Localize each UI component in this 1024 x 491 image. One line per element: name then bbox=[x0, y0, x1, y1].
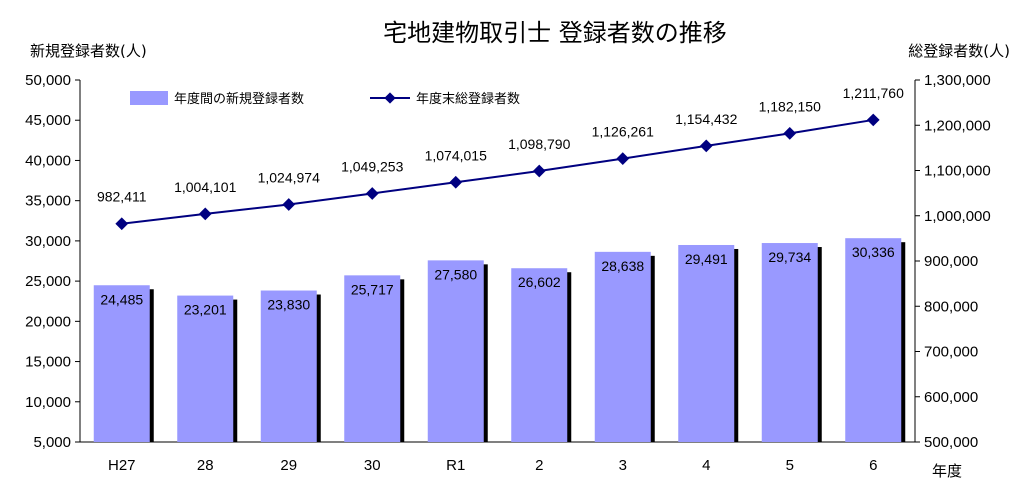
line-series: 982,411 1,004,101 1,024,974 1,049,253 1,074,… bbox=[97, 85, 904, 231]
left-tick-label: 10,000 bbox=[25, 394, 71, 411]
bar-value-label: 29,734 bbox=[768, 249, 811, 265]
line-value-label: 1,004,101 bbox=[174, 179, 236, 195]
legend-line-label: 年度末総登録者数 bbox=[416, 91, 520, 107]
line-point bbox=[532, 164, 546, 178]
line-point bbox=[365, 187, 379, 200]
bar bbox=[594, 251, 651, 442]
line-value-label: 1,098,790 bbox=[508, 136, 570, 152]
line-point bbox=[449, 175, 463, 189]
line-value-label: 1,211,760 bbox=[843, 85, 904, 101]
line-point bbox=[115, 217, 129, 231]
left-tick-label: 35,000 bbox=[25, 193, 71, 210]
line-point bbox=[198, 207, 212, 221]
bar bbox=[761, 243, 818, 442]
x-tick-label: 28 bbox=[197, 457, 214, 474]
right-tick-label: 500,000 bbox=[924, 434, 978, 451]
axes: 5,000 10,000 15,000 20,000 25,000 30,000 35,00… bbox=[25, 72, 991, 474]
bar bbox=[93, 285, 150, 442]
bar-value-label: 30,336 bbox=[852, 244, 895, 260]
left-axis-title: 新規登録者数(人) bbox=[30, 42, 147, 60]
x-axis-title: 年度 bbox=[932, 462, 962, 480]
right-tick-label: 900,000 bbox=[924, 253, 978, 270]
right-tick-label: 1,100,000 bbox=[924, 163, 991, 180]
line-point bbox=[282, 198, 296, 211]
bar-value-label: 26,602 bbox=[518, 274, 561, 290]
bar bbox=[678, 244, 735, 442]
right-tick-label: 1,200,000 bbox=[924, 117, 991, 134]
left-tick-label: 15,000 bbox=[25, 354, 71, 371]
right-tick-label: 600,000 bbox=[924, 389, 978, 406]
bar bbox=[344, 275, 401, 442]
bar-series: 24,485 23,201 23,830 25,717 27,580 26,602 28,6… bbox=[93, 238, 906, 442]
x-tick-label: R1 bbox=[446, 457, 465, 474]
line-value-label: 1,074,015 bbox=[425, 147, 487, 163]
right-tick-label: 1,000,000 bbox=[924, 208, 991, 225]
bar-value-label: 29,491 bbox=[685, 251, 728, 267]
left-tick-label: 25,000 bbox=[25, 273, 71, 290]
bar-value-label: 28,638 bbox=[601, 258, 644, 274]
left-tick-label: 20,000 bbox=[25, 313, 71, 330]
left-tick-label: 50,000 bbox=[25, 72, 71, 89]
line-value-label: 1,126,261 bbox=[592, 124, 654, 140]
legend: 年度間の新規登録者数 年度末総登録者数 bbox=[130, 91, 520, 107]
bar-value-label: 24,485 bbox=[100, 291, 143, 307]
line-point bbox=[783, 126, 797, 140]
left-tick-label: 5,000 bbox=[33, 434, 71, 451]
line-value-label: 1,154,432 bbox=[675, 111, 737, 127]
line-value-label: 982,411 bbox=[97, 189, 147, 205]
x-tick-label: 30 bbox=[364, 457, 381, 474]
bar bbox=[427, 260, 484, 442]
line-point bbox=[866, 113, 880, 127]
x-tick-label: 2 bbox=[535, 457, 543, 474]
left-tick-label: 30,000 bbox=[25, 233, 71, 250]
line-point bbox=[616, 152, 630, 165]
legend-line-marker bbox=[384, 92, 396, 104]
bar-value-label: 25,717 bbox=[351, 281, 394, 297]
line-value-label: 1,049,253 bbox=[341, 158, 403, 174]
bar-value-label: 23,830 bbox=[267, 297, 310, 313]
bar-value-label: 27,580 bbox=[434, 266, 477, 282]
right-tick-label: 1,300,000 bbox=[924, 72, 991, 89]
x-tick-label: 6 bbox=[869, 457, 877, 474]
bar bbox=[177, 295, 234, 442]
x-tick-label: 4 bbox=[702, 457, 710, 474]
x-tick-label: 3 bbox=[619, 457, 627, 474]
x-tick-label: 5 bbox=[786, 457, 794, 474]
series-line bbox=[121, 118, 874, 225]
right-tick-label: 800,000 bbox=[924, 298, 978, 315]
bar-value-label: 23,201 bbox=[184, 302, 227, 318]
line-point bbox=[699, 139, 713, 153]
right-axis-title: 総登録者数(人) bbox=[908, 42, 1010, 60]
right-tick-label: 700,000 bbox=[924, 344, 978, 361]
bar bbox=[845, 238, 902, 442]
line-value-label: 1,024,974 bbox=[258, 169, 320, 185]
left-tick-label: 40,000 bbox=[25, 152, 71, 169]
legend-bar-swatch bbox=[130, 91, 168, 105]
bar bbox=[260, 290, 317, 442]
bar bbox=[511, 268, 568, 442]
left-tick-label: 45,000 bbox=[25, 112, 71, 129]
chart-title: 宅地建物取引士 登録者数の推移 bbox=[383, 19, 727, 47]
legend-bar-label: 年度間の新規登録者数 bbox=[174, 91, 304, 107]
x-tick-label: H27 bbox=[108, 457, 136, 474]
line-value-label: 1,182,150 bbox=[759, 98, 821, 114]
x-tick-label: 29 bbox=[280, 457, 297, 474]
